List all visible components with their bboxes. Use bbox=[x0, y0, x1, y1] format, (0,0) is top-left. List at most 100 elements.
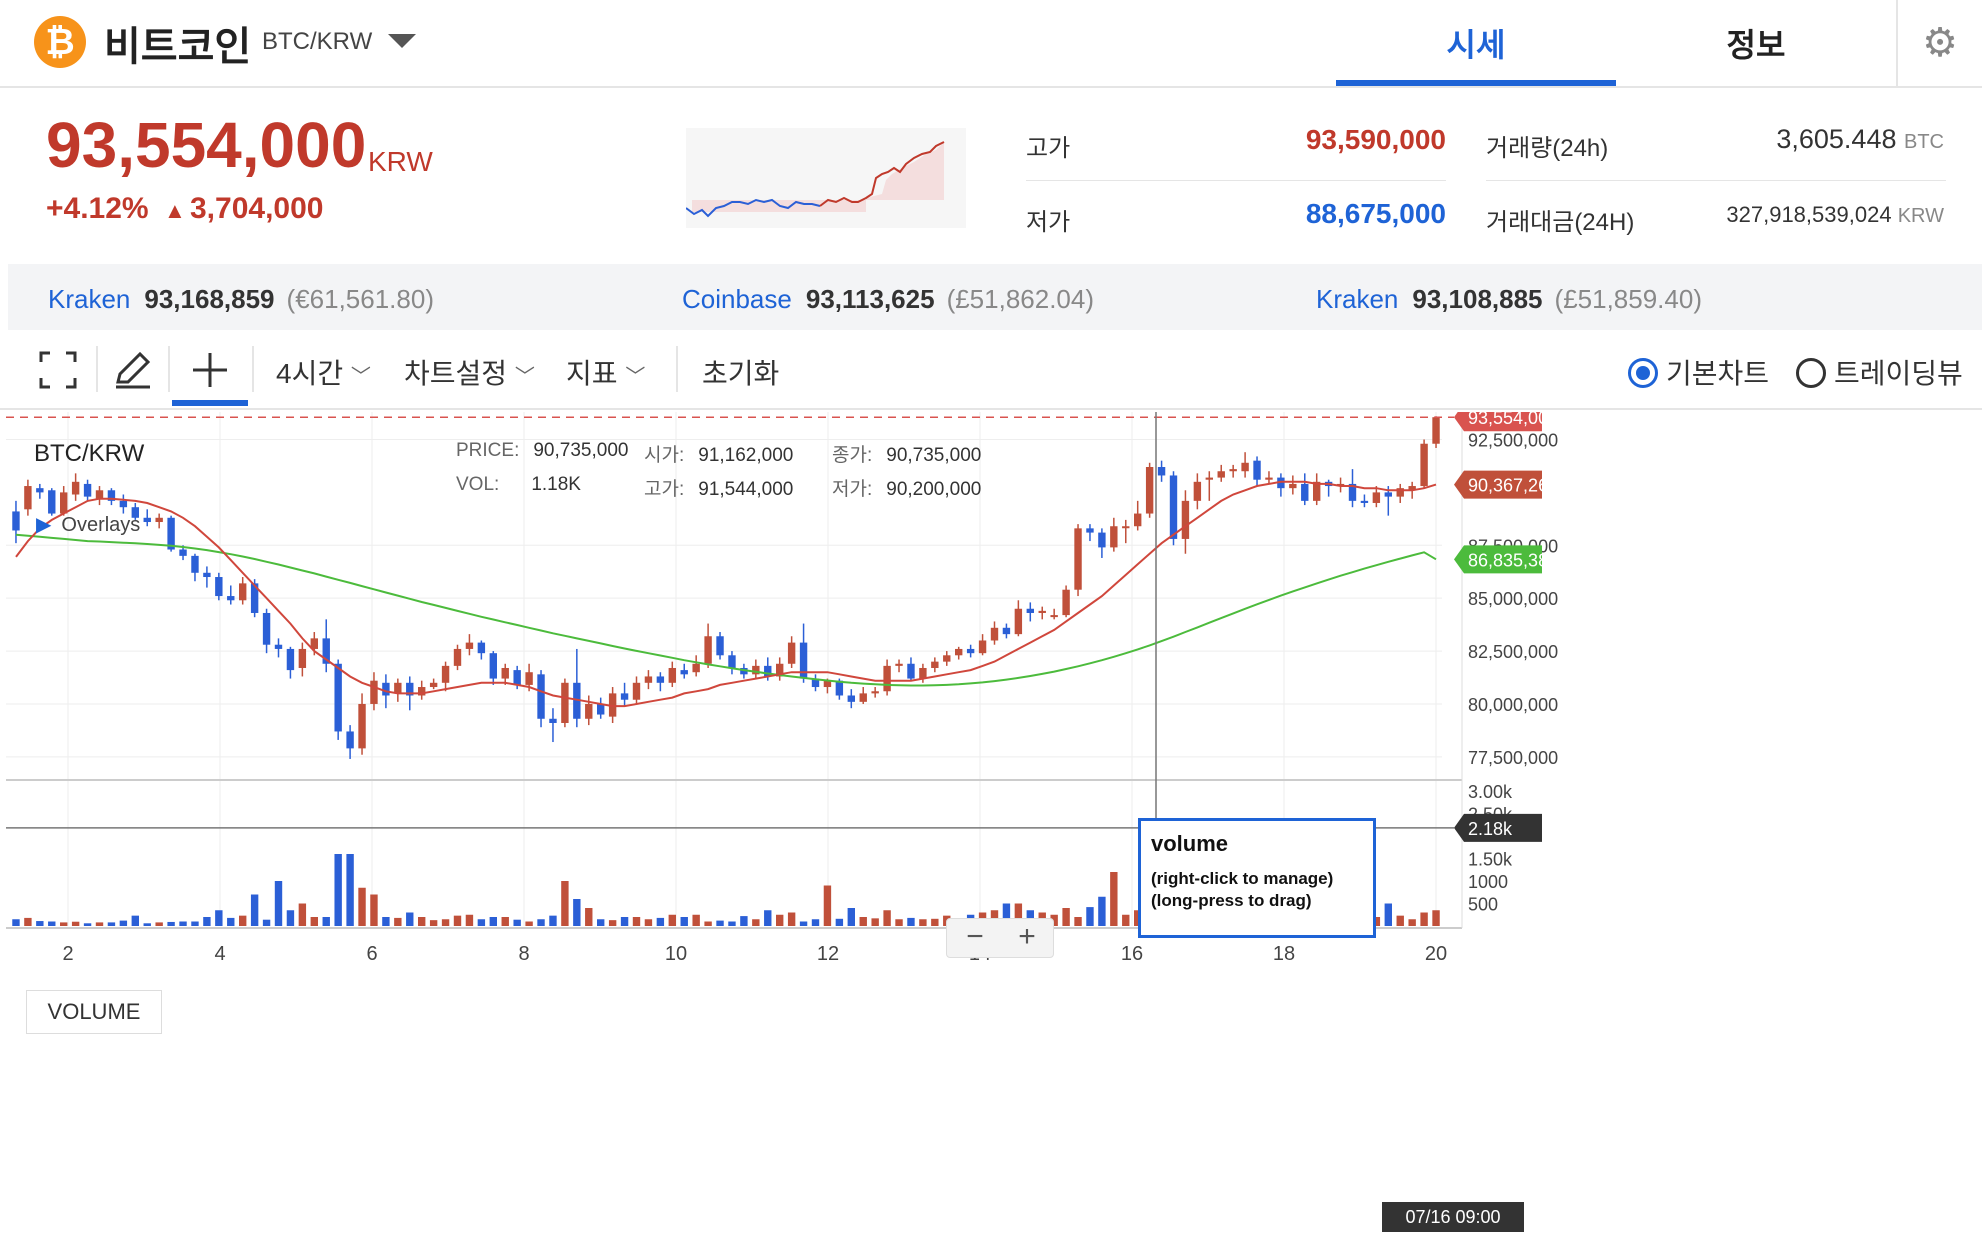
candle-body bbox=[1098, 532, 1106, 548]
candle-body bbox=[704, 636, 712, 664]
interval-dropdown[interactable]: 4시간 ﹀ bbox=[276, 358, 371, 389]
fullscreen-icon[interactable] bbox=[38, 350, 78, 390]
candle-body bbox=[406, 682, 414, 696]
volume-bar bbox=[1134, 910, 1142, 926]
play-triangle-icon: ▶ bbox=[36, 514, 52, 536]
low-label: 저가 bbox=[1026, 209, 1071, 236]
y-axis-tick-label: 85,000,000 bbox=[1468, 589, 1558, 609]
volume-bar bbox=[83, 923, 92, 926]
volume-bar bbox=[823, 885, 832, 926]
candle-body bbox=[620, 693, 629, 700]
candle-body bbox=[83, 483, 92, 497]
tab-price[interactable]: 시세 bbox=[1446, 27, 1506, 63]
volume-bar bbox=[143, 923, 151, 926]
volume-bar bbox=[334, 854, 342, 926]
volume-bar bbox=[656, 917, 665, 926]
volume-bar bbox=[370, 894, 378, 926]
candle-body bbox=[787, 642, 796, 664]
volume-bar bbox=[60, 922, 68, 926]
volume-bar bbox=[298, 903, 307, 926]
moving-average-short-line bbox=[15, 480, 1437, 708]
crosshair-icon[interactable] bbox=[190, 350, 230, 390]
ohlc-high: 고가: 91,544,000 bbox=[644, 479, 794, 500]
candle-body bbox=[1229, 469, 1237, 472]
volume-bar bbox=[1086, 907, 1094, 926]
ohlc-vol: VOL: 1.18K bbox=[456, 474, 581, 495]
exchange-item[interactable]: Kraken 93,108,885 (£51,859.40) bbox=[1316, 284, 1702, 314]
coin-pair[interactable]: BTC/KRW bbox=[262, 28, 373, 55]
volume-bar bbox=[501, 917, 509, 926]
candle-body bbox=[155, 517, 163, 523]
current-price: 93,554,000 bbox=[46, 109, 367, 181]
volume-axis-tick-label: 1000 bbox=[1468, 872, 1508, 892]
candle-body bbox=[990, 627, 999, 641]
volume-bar bbox=[1396, 915, 1404, 926]
volume-bar bbox=[36, 921, 44, 926]
chart-area[interactable]: 246810121416182092,500,00087,500,00085,0… bbox=[6, 412, 1982, 1238]
candle-body bbox=[370, 680, 378, 704]
volume-bar bbox=[931, 918, 939, 926]
indicators-dropdown[interactable]: 지표 ﹀ bbox=[566, 358, 646, 389]
divider bbox=[168, 346, 170, 392]
candle-body bbox=[835, 680, 844, 696]
ma-long-label-bg bbox=[1454, 545, 1542, 574]
candle-body bbox=[1086, 528, 1094, 533]
chevron-down-icon[interactable] bbox=[388, 34, 416, 48]
tab-info[interactable]: 정보 bbox=[1726, 27, 1786, 63]
candle-body bbox=[453, 648, 462, 666]
pencil-icon[interactable] bbox=[112, 350, 152, 390]
price-chart-svg[interactable]: 246810121416182092,500,00087,500,00085,0… bbox=[6, 412, 1982, 1238]
exchange-item[interactable]: Coinbase 93,113,625 (£51,862.04) bbox=[682, 284, 1095, 314]
volume-pane-label[interactable]: VOLUME bbox=[26, 990, 162, 1034]
candle-body bbox=[644, 676, 653, 683]
divider bbox=[1026, 180, 1446, 181]
overlays-toggle[interactable]: ▶ Overlays bbox=[36, 514, 141, 536]
zoom-in-button[interactable]: + bbox=[1018, 920, 1036, 953]
chart-settings-dropdown[interactable]: 차트설정 ﹀ bbox=[404, 358, 535, 389]
last-price-label-bg bbox=[1454, 412, 1542, 432]
volume-bar bbox=[119, 920, 128, 926]
divider bbox=[96, 346, 98, 392]
candle-body bbox=[1360, 500, 1369, 503]
volume-bar bbox=[250, 894, 259, 926]
candle-body bbox=[71, 481, 80, 495]
tradingview-radio[interactable]: 트레이딩뷰 bbox=[1796, 352, 1963, 392]
candle-body bbox=[12, 511, 20, 531]
chevron-down-icon: ﹀ bbox=[514, 366, 535, 388]
candle-body bbox=[799, 642, 808, 679]
candle-body bbox=[1205, 477, 1213, 480]
ohlc-close: 종가: 90,735,000 bbox=[832, 445, 982, 466]
volume-bar bbox=[346, 854, 354, 926]
candle-body bbox=[274, 644, 283, 649]
candle-body bbox=[501, 667, 509, 679]
candle-body bbox=[847, 695, 855, 702]
crosshair-volume-label-text: 2.18k bbox=[1468, 819, 1513, 839]
tool-active-indicator bbox=[172, 400, 248, 406]
y-axis-tick-label: 92,500,000 bbox=[1468, 431, 1558, 451]
volume-axis-tick-label: 3.00k bbox=[1468, 782, 1513, 802]
candle-body bbox=[48, 490, 56, 514]
zoom-out-button[interactable]: − bbox=[966, 920, 984, 953]
volume-bar bbox=[358, 887, 366, 926]
volume-label: 거래량(24h) bbox=[1486, 135, 1609, 162]
gear-icon[interactable]: ⚙ bbox=[1896, 0, 1982, 86]
volume-bar bbox=[728, 921, 736, 926]
volume-bar bbox=[310, 917, 318, 926]
candle-body bbox=[966, 648, 975, 654]
candle-body bbox=[298, 648, 307, 668]
change-percent: +4.12% bbox=[46, 192, 149, 225]
exchange-item[interactable]: Kraken 93,168,859 (€61,561.80) bbox=[48, 284, 434, 314]
exchange-price-bar: Kraken 93,168,859 (€61,561.80) Coinbase 93,… bbox=[8, 264, 1982, 330]
basic-chart-radio[interactable]: 기본차트 bbox=[1628, 352, 1769, 392]
candle-body bbox=[1217, 471, 1225, 478]
candle-body bbox=[1074, 528, 1082, 590]
candle-body bbox=[1169, 475, 1178, 539]
volume-bar bbox=[835, 918, 844, 926]
volume-axis-tick-label: 1.50k bbox=[1468, 850, 1513, 870]
candle-body bbox=[1384, 492, 1392, 497]
reset-button[interactable]: 초기화 bbox=[702, 358, 780, 389]
volume-bar bbox=[561, 881, 569, 926]
volume-bar bbox=[418, 917, 426, 926]
high-value: 93,590,000 bbox=[1305, 124, 1446, 155]
candle-body bbox=[1253, 460, 1261, 480]
